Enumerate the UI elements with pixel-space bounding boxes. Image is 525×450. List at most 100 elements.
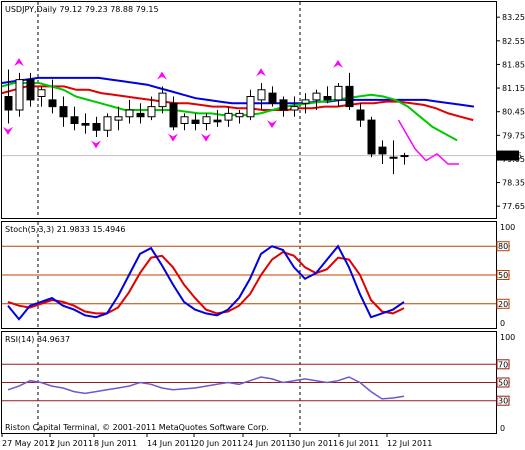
candle-body <box>246 96 255 118</box>
fractal-up-marker <box>157 71 167 80</box>
time-tick-label: 6 Jul 2011 <box>339 439 379 448</box>
current-price-label: 79.15 <box>499 152 522 161</box>
time-tick-label: 12 Jul 2011 <box>387 439 432 448</box>
candle-body <box>378 146 387 155</box>
time-tick-label: 8 Jun 2011 <box>94 439 137 448</box>
candle-body <box>213 119 222 123</box>
candle-body <box>312 92 321 101</box>
stochastic-level-lines <box>2 245 496 305</box>
rsi-level-box <box>496 395 510 406</box>
candle-body <box>26 79 35 101</box>
rsi-axis: 1007050300705030 <box>496 333 515 433</box>
fractal-down-marker <box>91 140 101 149</box>
current-price-marker: 79.15 <box>497 150 522 161</box>
time-tick-label: 27 May 2011 <box>2 439 54 448</box>
candle-body <box>92 123 101 131</box>
fractal-down-marker <box>201 133 211 142</box>
candle-body <box>169 102 178 128</box>
current-price-box <box>497 150 519 161</box>
stochastic-main-line <box>7 244 405 321</box>
price-tick-label: 81.15 <box>502 84 525 93</box>
candle-body <box>202 116 211 124</box>
stochastic-level-box <box>496 241 510 252</box>
price-tick-label: 78.35 <box>502 179 525 188</box>
candle-body <box>81 123 90 126</box>
stochastic-level-label: 50 <box>498 271 508 280</box>
fractal-down-marker <box>3 126 13 135</box>
rsi-pane[interactable]: RSI(14) 34.9637 Riston Capital Terminal,… <box>1 331 497 434</box>
stochastic-axis: 1008050200805020 <box>496 223 515 328</box>
time-tick-label: 14 Jun 2011 <box>147 439 195 448</box>
price-tick-label: 83.25 <box>502 13 525 22</box>
candle-body <box>279 99 288 111</box>
candle-body <box>301 99 310 104</box>
price-tick-label: 80.45 <box>502 108 525 117</box>
fractal-up-marker <box>256 68 266 77</box>
stochastic-tick-label: 0 <box>500 319 505 328</box>
rsi-level-label: 70 <box>498 360 508 369</box>
watermark: Riston Capital Terminal, © 2001-2011 Met… <box>5 423 269 432</box>
time-tick-label: 30 Jun 2011 <box>290 439 338 448</box>
candle-body <box>147 106 156 118</box>
candle-body <box>191 119 200 124</box>
stochastic-pane[interactable]: Stoch(5,3,3) 21.9833 15.4946 <box>1 221 497 329</box>
price-tick-label: 82.55 <box>502 37 525 46</box>
time-tick-label: 20 Jun 2011 <box>194 439 242 448</box>
candle-body <box>37 89 46 97</box>
candle-body <box>103 116 112 131</box>
rsi-line <box>7 376 405 400</box>
stochastic-level-label: 80 <box>498 242 508 251</box>
candle-body <box>48 99 57 108</box>
stochastic-level-box <box>496 298 510 309</box>
candle-body <box>114 116 123 121</box>
candle-body <box>334 85 343 101</box>
fractal-markers <box>3 58 343 149</box>
price-tick-label: 79.75 <box>502 131 525 140</box>
rsi-level-lines <box>2 363 496 402</box>
time-tick-label: 2 Jun 2011 <box>50 439 93 448</box>
candles <box>4 69 409 175</box>
candle-body <box>180 116 189 124</box>
fractal-down-marker <box>267 120 277 129</box>
fractal-up-marker <box>333 59 343 68</box>
candle-body <box>389 156 398 159</box>
rsi-level-box <box>496 359 510 370</box>
stochastic-signal-line <box>7 250 405 315</box>
price-tick-label: 77.65 <box>502 202 525 211</box>
forecast-line <box>397 119 459 165</box>
candle-body <box>125 109 134 118</box>
candle-body <box>367 119 376 155</box>
candle-body <box>59 106 68 118</box>
ma-mid-line <box>1 85 474 122</box>
candle-body <box>158 92 167 108</box>
candle-body <box>15 79 24 111</box>
stochastic-level-box <box>496 270 510 280</box>
rsi-level-label: 50 <box>498 379 508 388</box>
price-pane-header: USDJPY,Daily 79.12 79.23 78.88 79.15 <box>5 5 159 14</box>
price-grid <box>2 2 496 218</box>
candle-body <box>4 96 13 111</box>
rsi-tick-label: 0 <box>500 424 505 433</box>
stochastic-tick-label: 100 <box>500 223 515 232</box>
candle-body <box>235 112 244 118</box>
rsi-tick-label: 100 <box>500 333 515 342</box>
candle-body <box>136 112 145 118</box>
candle-body <box>356 109 365 121</box>
candle-body <box>257 89 266 101</box>
fractal-down-marker <box>168 133 178 142</box>
rsi-header: RSI(14) 34.9637 <box>5 335 70 344</box>
candle-body <box>224 112 233 121</box>
candle-body <box>345 85 354 108</box>
stochastic-level-label: 20 <box>498 300 508 309</box>
rsi-level-box <box>496 377 510 388</box>
price-pane[interactable]: USDJPY,Daily 79.12 79.23 78.88 79.15 <box>1 1 497 219</box>
candle-body <box>400 155 409 158</box>
candle-body <box>70 116 79 124</box>
candle-body <box>268 92 277 104</box>
rsi-level-label: 30 <box>498 397 508 406</box>
stochastic-header: Stoch(5,3,3) 21.9833 15.4946 <box>5 225 125 234</box>
candle-body <box>290 106 299 111</box>
price-tick-label: 81.85 <box>502 60 525 69</box>
time-tick-label: 24 Jun 2011 <box>243 439 291 448</box>
